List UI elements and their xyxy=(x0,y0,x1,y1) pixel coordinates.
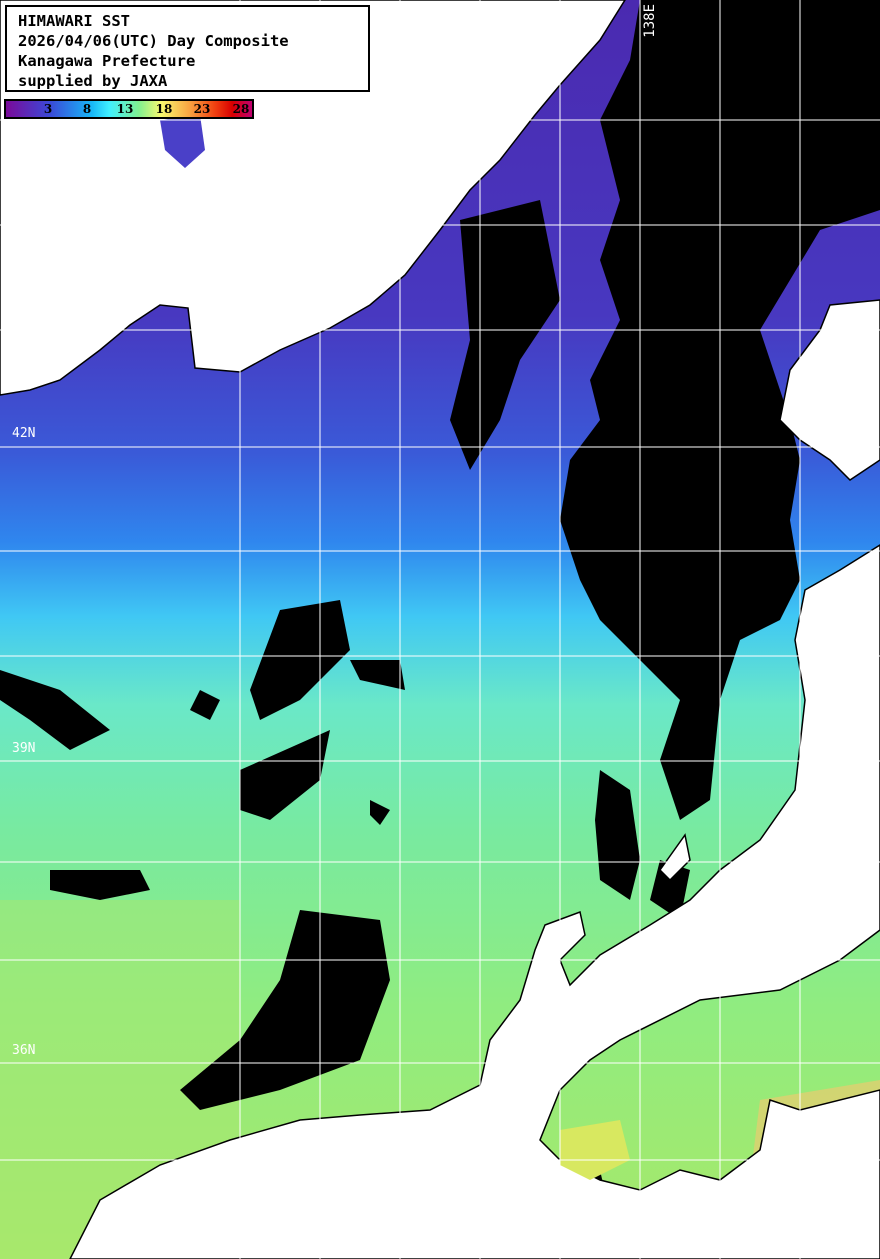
scale-tick: 23 xyxy=(193,102,211,116)
region-line: Kanagawa Prefecture xyxy=(18,52,196,70)
supplier-line: supplied by JAXA xyxy=(18,72,168,90)
scale-tick: 13 xyxy=(116,102,134,116)
title-box: HIMAWARI SST 2026/04/06(UTC) Day Composi… xyxy=(5,5,370,92)
lat-label: 39N xyxy=(12,741,36,756)
lat-label: 36N xyxy=(12,1043,36,1058)
scale-tick: 3 xyxy=(43,102,53,116)
scale-tick: 28 xyxy=(232,102,250,116)
lat-label: 42N xyxy=(12,426,36,441)
date-line: 2026/04/06(UTC) Day Composite xyxy=(18,32,289,50)
scale-tick: 8 xyxy=(82,102,92,116)
color-scale-bar: 3 8 13 18 23 28 xyxy=(4,99,254,119)
scale-tick: 18 xyxy=(155,102,173,116)
lon-label: 138E xyxy=(642,4,658,38)
title-line: HIMAWARI SST xyxy=(18,12,130,30)
